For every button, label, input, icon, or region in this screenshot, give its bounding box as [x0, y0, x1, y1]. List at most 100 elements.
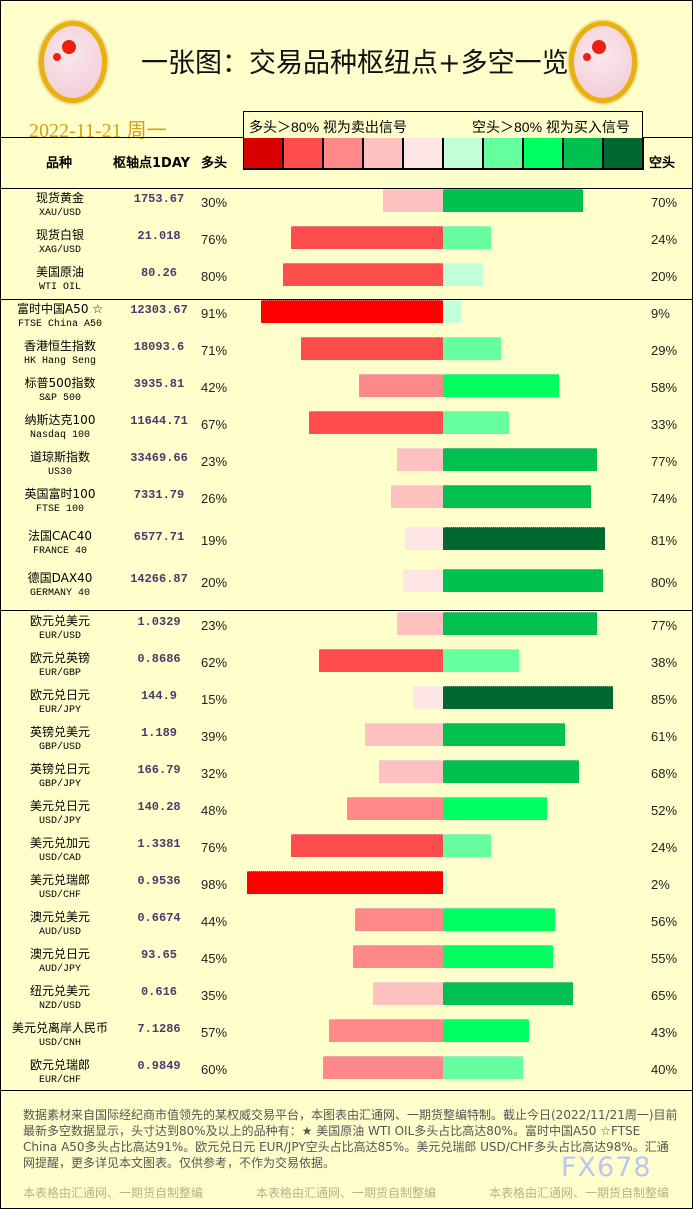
instrument-name: 法国CAC40 [27, 529, 93, 543]
table-row: 纳斯达克100 Nasdaq 100 11644.71 67% 33% [1, 411, 692, 449]
header-instrument: 品种 [46, 156, 73, 171]
instrument-code: FTSE China A50 [17, 319, 102, 330]
long-percent: 32% [201, 766, 228, 781]
header-long: 多头 [201, 156, 228, 171]
pivot-value: 1.3381 [137, 837, 181, 851]
short-bar [443, 982, 573, 1005]
short-bar [443, 569, 603, 592]
instrument-code: FRANCE 40 [32, 546, 87, 557]
short-bar [443, 263, 483, 286]
instrument-code: XAU/USD [38, 208, 81, 219]
short-bar [443, 300, 461, 323]
short-bar [443, 945, 553, 968]
pivot-value: 140.28 [137, 800, 181, 814]
instrument-name: 澳元兑美元 [29, 910, 90, 924]
short-percent: 2% [651, 877, 670, 892]
pivot-value: 7.1286 [137, 1022, 181, 1036]
pivot-value: 3935.81 [133, 377, 185, 391]
short-bar [443, 485, 591, 508]
short-bar [443, 723, 565, 746]
long-percent: 91% [201, 306, 228, 321]
table-row: 现货黄金 XAU/USD 1753.67 30% 70% [1, 189, 692, 227]
instrument-name: 欧元兑美元 [29, 614, 90, 628]
short-percent: 80% [651, 575, 678, 590]
color-scale [243, 138, 644, 170]
short-percent: 58% [651, 380, 678, 395]
instrument-code: GBP/JPY [38, 779, 81, 790]
table-row: 英镑兑美元 GBP/USD 1.189 39% 61% [1, 723, 692, 761]
table-row: 欧元兑日元 EUR/JPY 144.9 15% 85% [1, 686, 692, 724]
table-row: 现货白银 XAG/USD 21.018 76% 24% [1, 226, 692, 264]
long-bar [413, 686, 443, 709]
instrument-code: AUD/USD [38, 927, 81, 938]
date-label: 2022-11-21 周一 [29, 120, 167, 142]
pivot-value: 33469.66 [130, 451, 188, 465]
pivot-value: 0.9536 [137, 874, 181, 888]
pivot-value: 1.189 [140, 726, 177, 740]
instrument-code: WTI OIL [38, 282, 81, 293]
long-percent: 71% [201, 343, 228, 358]
long-bar [397, 612, 443, 635]
divider [643, 137, 692, 138]
instrument-code: EUR/CHF [38, 1075, 81, 1086]
long-percent: 20% [201, 575, 228, 590]
long-bar [397, 448, 443, 471]
color-swatch [524, 138, 564, 168]
pivot-value: 0.8686 [137, 652, 181, 666]
instrument-name: 美元兑日元 [29, 799, 90, 813]
pivot-value: 7331.79 [133, 488, 185, 502]
pivot-value: 0.9849 [137, 1059, 181, 1073]
table-row: 英镑兑日元 GBP/JPY 166.79 32% 68% [1, 760, 692, 798]
long-bar [373, 982, 443, 1005]
short-percent: 68% [651, 766, 678, 781]
table-row: 德国DAX40 GERMANY 40 14266.87 20% 80% [1, 569, 692, 607]
header-pivot: 枢轴点1DAY [113, 156, 191, 171]
long-bar [247, 871, 443, 894]
table-row: 欧元兑瑞郎 EUR/CHF 0.9849 60% 40% [1, 1056, 692, 1094]
instrument-name: 英镑兑日元 [29, 762, 90, 776]
color-swatch [604, 138, 644, 168]
instrument-code: US30 [47, 467, 72, 478]
table-row: 英国富时100 FTSE 100 7331.79 26% 74% [1, 485, 692, 523]
table-row: 道琼斯指数 US30 33469.66 23% 77% [1, 448, 692, 486]
long-bar [261, 300, 443, 323]
long-bar [383, 189, 443, 212]
short-bar [443, 337, 501, 360]
short-bar [443, 797, 547, 820]
short-bar [443, 374, 559, 397]
instrument-name: 澳元兑日元 [29, 947, 90, 961]
long-bar [405, 527, 443, 550]
long-percent: 48% [201, 803, 228, 818]
table-row: 法国CAC40 FRANCE 40 6577.71 19% 81% [1, 527, 692, 565]
long-percent: 15% [201, 692, 228, 707]
pivot-value: 93.65 [140, 948, 177, 962]
instrument-name: 现货白银 [35, 228, 84, 242]
long-bar [353, 945, 443, 968]
short-percent: 24% [651, 232, 678, 247]
table-row: 澳元兑日元 AUD/JPY 93.65 45% 55% [1, 945, 692, 983]
long-percent: 23% [201, 454, 228, 469]
table-row: 美国原油 WTI OIL 80.26 80% 20% [1, 263, 692, 301]
pivot-value: 1753.67 [133, 192, 185, 206]
long-percent: 39% [201, 729, 228, 744]
table-row: 美元兑瑞郎 USD/CHF 0.9536 98% 2% [1, 871, 692, 909]
short-bar [443, 527, 605, 550]
logo-emblem-right [569, 21, 637, 103]
short-percent: 38% [651, 655, 678, 670]
instrument-name: 富时中国A50 ☆ [16, 302, 104, 316]
page-title: 一张图：交易品种枢纽点+多空一览 [141, 48, 569, 79]
table-row: 欧元兑英镑 EUR/GBP 0.8686 62% 38% [1, 649, 692, 687]
long-percent: 76% [201, 840, 228, 855]
short-percent: 9% [651, 306, 670, 321]
instrument-name: 美元兑离岸人民币 [11, 1021, 108, 1035]
instrument-name: 美元兑瑞郎 [29, 873, 90, 887]
legend-box: 多头＞80% 视为卖出信号 空头＞80% 视为买入信号 [243, 111, 643, 139]
table-row: 澳元兑美元 AUD/USD 0.6674 44% 56% [1, 908, 692, 946]
table-row: 纽元兑美元 NZD/USD 0.616 35% 65% [1, 982, 692, 1020]
instrument-name: 纳斯达克100 [24, 413, 96, 427]
short-percent: 77% [651, 454, 678, 469]
short-bar [443, 649, 519, 672]
instrument-code: USD/CNH [38, 1038, 81, 1049]
footer-note: 数据素材来自国际经纪商市值领先的某权威交易平台，本图表由汇通网、一期货整编特制。… [23, 1108, 678, 1170]
table-row: 标普500指数 S&P 500 3935.81 42% 58% [1, 374, 692, 412]
